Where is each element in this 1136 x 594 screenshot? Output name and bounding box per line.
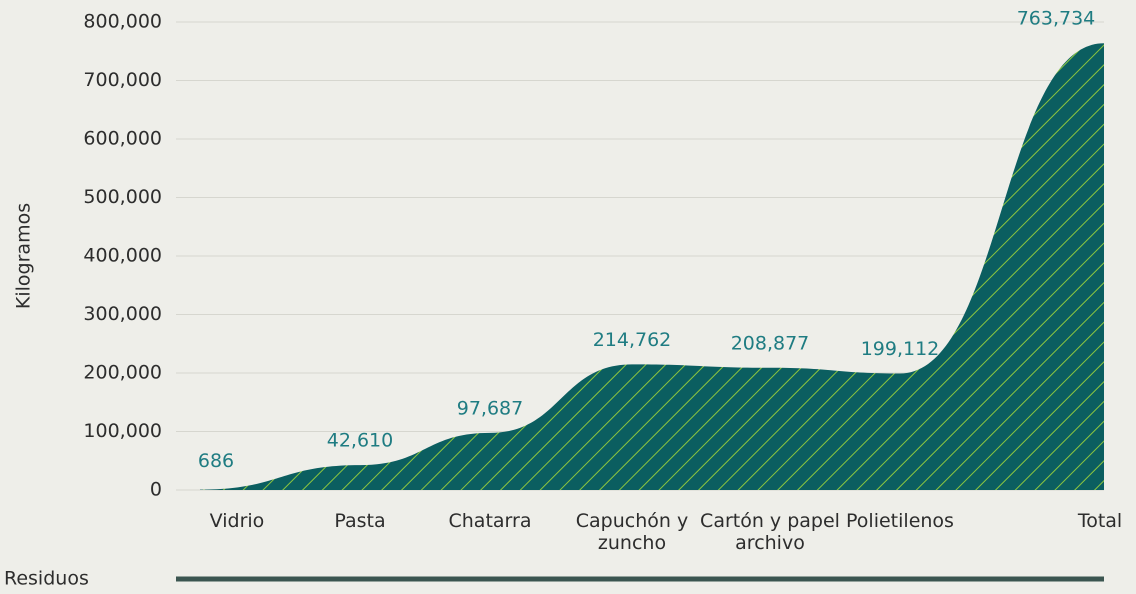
y-tick-label: 800,000 bbox=[83, 11, 162, 33]
x-axis-label: Residuos bbox=[4, 568, 89, 590]
area bbox=[200, 43, 1104, 491]
value-label: 97,687 bbox=[457, 397, 523, 419]
y-axis-label: Kilogramos bbox=[13, 203, 35, 309]
x-tick-label: Polietilenos bbox=[846, 510, 954, 532]
value-label: 199,112 bbox=[861, 338, 940, 360]
value-label: 214,762 bbox=[593, 329, 672, 351]
y-tick-label: 400,000 bbox=[83, 245, 162, 267]
value-label: 686 bbox=[198, 450, 234, 472]
y-tick-label: 600,000 bbox=[83, 128, 162, 150]
x-tick-label: Vidrio bbox=[209, 510, 265, 532]
x-tick-label: Total bbox=[1077, 510, 1123, 532]
value-label: 763,734 bbox=[1017, 8, 1096, 30]
x-tick-label: Pasta bbox=[334, 510, 386, 532]
y-tick-label: 500,000 bbox=[83, 186, 162, 208]
y-tick-label: 0 bbox=[150, 479, 162, 501]
x-tick-label: Capuchón y zuncho bbox=[575, 510, 689, 554]
value-label: 42,610 bbox=[327, 430, 393, 452]
x-tick-label: Cartón y papel archivo bbox=[700, 510, 840, 554]
value-label: 208,877 bbox=[731, 332, 810, 354]
y-tick-label: 200,000 bbox=[83, 362, 162, 384]
y-tick-label: 300,000 bbox=[83, 303, 162, 325]
x-tick-label: Chatarra bbox=[448, 510, 532, 532]
y-tick-label: 700,000 bbox=[83, 69, 162, 91]
y-tick-label: 100,000 bbox=[83, 420, 162, 442]
